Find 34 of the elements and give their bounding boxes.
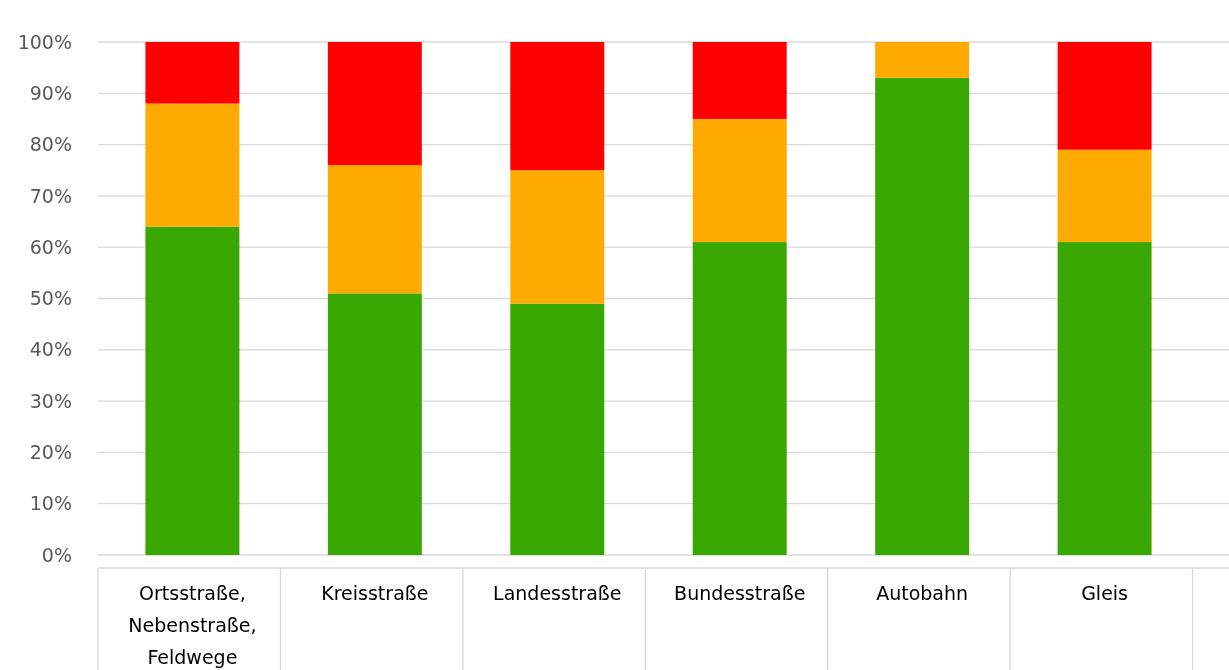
bar: [692, 42, 787, 119]
y-tick-label: 60%: [29, 235, 72, 258]
bar: [1057, 242, 1152, 555]
y-tick-label: 50%: [29, 287, 72, 310]
x-tick-label: Autobahn: [876, 582, 969, 604]
bar: [145, 103, 240, 227]
y-tick-label: 70%: [29, 184, 72, 207]
bar: [875, 77, 970, 555]
bar: [510, 303, 605, 555]
x-tick-label: Bundesstraße: [674, 582, 806, 604]
bar: [145, 42, 240, 104]
x-tick-label: Kreisstraße: [321, 582, 429, 604]
bar: [145, 226, 240, 555]
x-tick-label: Landesstraße: [493, 582, 622, 604]
bar: [327, 293, 422, 555]
x-tick-label: Gleis: [1081, 582, 1129, 604]
y-tick-label: 90%: [29, 81, 72, 104]
y-tick-label: 10%: [29, 492, 72, 515]
bar: [327, 42, 422, 166]
bar: [1057, 149, 1152, 243]
x-tick-label: Ortsstraße, Nebenstraße, Feldwege: [128, 582, 257, 668]
bar: [692, 118, 787, 243]
y-tick-label: 100%: [17, 30, 72, 53]
y-tick-label: 0%: [41, 543, 72, 566]
y-tick-label: 30%: [29, 389, 72, 412]
bar: [1057, 42, 1152, 150]
bar: [875, 42, 970, 78]
y-tick-label: 40%: [29, 338, 72, 361]
bar: [510, 42, 605, 171]
bar: [692, 242, 787, 555]
y-tick-label: 20%: [29, 441, 72, 464]
bar: [510, 170, 605, 304]
bar: [327, 165, 422, 294]
y-tick-label: 80%: [29, 133, 72, 156]
